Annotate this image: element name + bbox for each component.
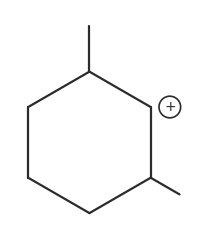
- Text: +: +: [164, 100, 176, 114]
